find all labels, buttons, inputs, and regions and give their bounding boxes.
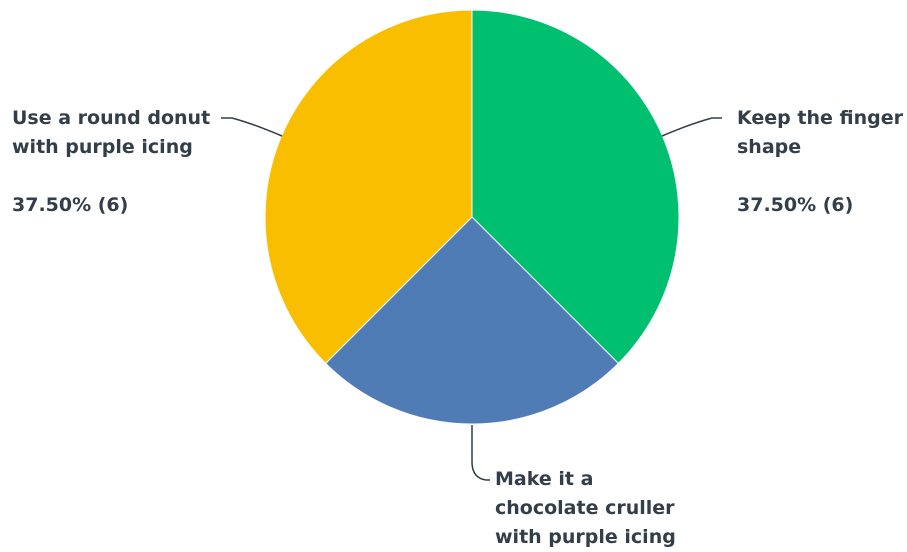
label-line: with purple icing	[495, 526, 676, 548]
label-line: with purple icing	[12, 136, 193, 158]
leader-lines	[221, 117, 722, 481]
label-line: Use a round donut	[12, 107, 211, 129]
label-keep-finger-shape: Keep the finger shape 37.50% (6)	[737, 104, 903, 220]
slice-value-label: 37.50% (6)	[12, 194, 129, 216]
slice-value-label: 37.50% (6)	[737, 194, 854, 216]
label-line: shape	[737, 136, 802, 158]
leader-line-keep-finger-shape	[661, 117, 722, 137]
slice-keep-finger-shape	[471, 9, 680, 365]
slice-round-donut	[264, 9, 473, 365]
pie-slices	[264, 9, 680, 425]
label-line: Make it a	[495, 468, 594, 490]
slice-chocolate-cruller	[324, 216, 620, 425]
leader-line-chocolate-cruller	[471, 425, 490, 481]
label-line: Keep the finger	[737, 107, 903, 129]
leader-line-round-donut	[221, 117, 283, 137]
label-line: chocolate cruller	[495, 497, 675, 519]
label-round-donut: Use a round donut with purple icing 37.5…	[12, 104, 210, 220]
label-chocolate-cruller: Make it a chocolate cruller with purple …	[495, 465, 676, 552]
